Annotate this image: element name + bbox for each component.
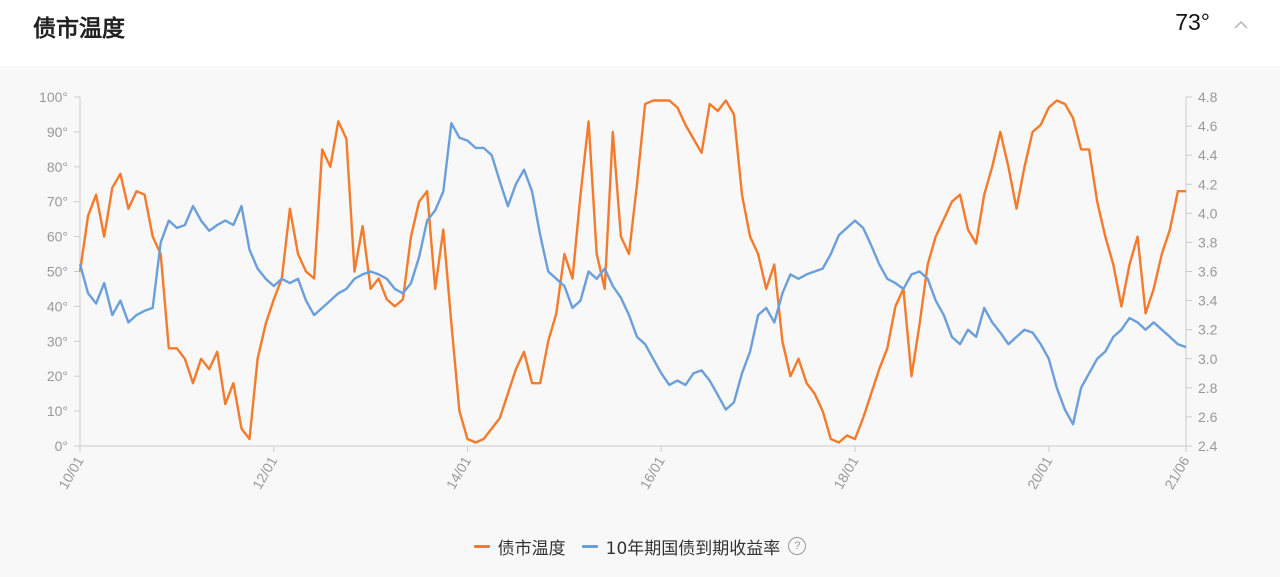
x-tick-label: 10/01 [55, 453, 86, 492]
right-y-tick-label: 2.6 [1198, 409, 1218, 425]
card-header: 债市温度 73° [0, 0, 1280, 66]
legend-label-yield: 10年期国债到期收益率 [605, 538, 781, 559]
x-tick-label: 20/01 [1024, 453, 1055, 492]
right-y-tick-label: 4.4 [1198, 147, 1218, 163]
x-tick-label: 16/01 [636, 453, 667, 492]
chart-legend: 债市温度 10年期国债到期收益率 ? [0, 531, 1280, 561]
right-y-tick-label: 2.4 [1198, 438, 1218, 454]
x-tick-label: 18/01 [830, 453, 861, 492]
right-y-tick-label: 3.8 [1198, 234, 1218, 250]
left-y-tick-label: 70° [47, 194, 68, 210]
left-y-tick-label: 30° [47, 333, 68, 349]
left-y-tick-label: 60° [47, 229, 68, 245]
right-y-tick-label: 4.0 [1198, 205, 1218, 221]
left-y-tick-label: 50° [47, 264, 68, 280]
help-icon[interactable]: ? [788, 537, 807, 555]
temperature-series-line [78, 99, 1186, 444]
chevron-up-icon[interactable] [1228, 12, 1254, 38]
current-temperature-value: 73° [1175, 9, 1210, 35]
left-y-tick-label: 40° [47, 298, 68, 314]
left-y-tick-label: 20° [47, 368, 68, 384]
left-y-tick-label: 100° [39, 89, 68, 105]
right-y-tick-label: 2.8 [1198, 380, 1218, 396]
right-y-tick-label: 4.2 [1198, 176, 1218, 192]
left-y-tick-label: 90° [47, 124, 68, 140]
legend-swatch-temperature [473, 544, 490, 548]
yield-series-line [78, 122, 1187, 426]
right-y-tick-label: 4.6 [1198, 118, 1218, 134]
right-y-tick-label: 3.0 [1198, 351, 1218, 367]
legend-item-yield[interactable]: 10年期国债到期收益率 ? [581, 534, 807, 559]
left-y-tick-label: 0° [55, 438, 68, 454]
right-y-tick-label: 4.8 [1198, 89, 1218, 105]
legend-label-temperature: 债市温度 [497, 538, 566, 559]
legend-item-temperature[interactable]: 债市温度 [473, 534, 566, 559]
x-tick-label: 14/01 [443, 453, 474, 492]
left-y-tick-label: 10° [47, 403, 68, 419]
right-y-tick-label: 3.6 [1198, 264, 1218, 280]
right-y-tick-label: 3.2 [1198, 322, 1218, 338]
page-title: 债市温度 [33, 16, 125, 42]
x-tick-label: 12/01 [249, 453, 280, 492]
x-tick-label: 21/06 [1161, 453, 1192, 492]
left-y-tick-label: 80° [47, 159, 68, 175]
right-y-tick-label: 3.4 [1198, 293, 1218, 309]
legend-swatch-yield [581, 544, 598, 548]
